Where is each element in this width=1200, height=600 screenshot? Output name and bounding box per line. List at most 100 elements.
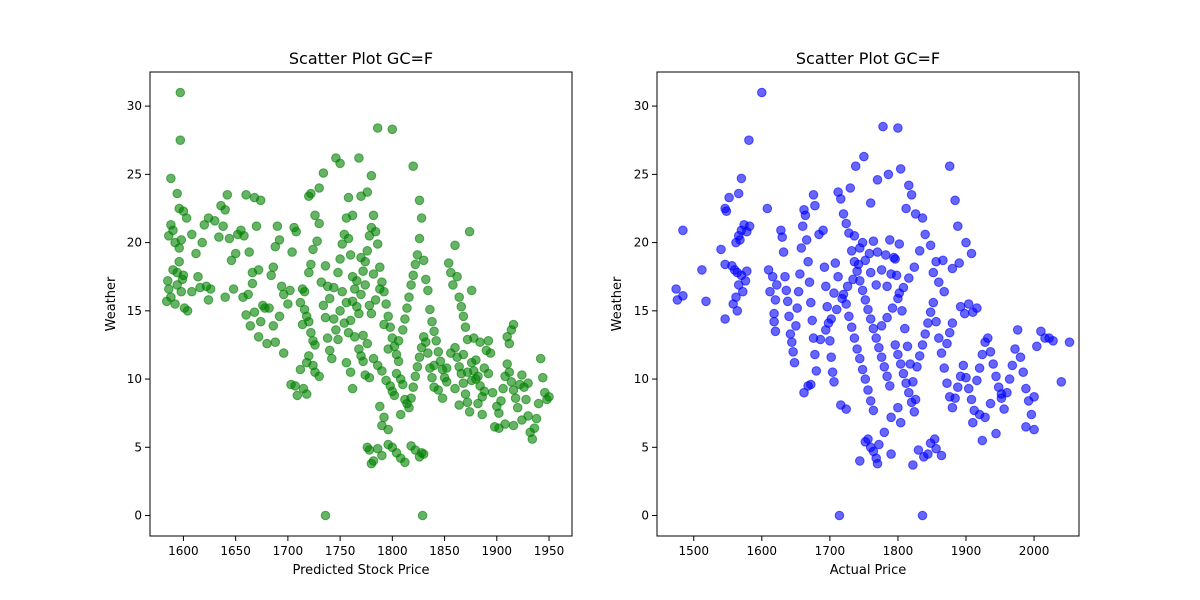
chart-left-point-169 bbox=[414, 195, 425, 206]
chart-right-point-33 bbox=[732, 306, 743, 316]
chart-right-ylabel: Weather bbox=[610, 276, 625, 331]
chart-right-point-266 bbox=[900, 323, 910, 334]
chart-right-point-7 bbox=[762, 203, 773, 214]
chart-left-point-319 bbox=[370, 295, 381, 305]
chart-left-point-214 bbox=[410, 259, 421, 270]
chart-left-point-152 bbox=[381, 299, 391, 309]
chart-right-ytick-label-25: 25 bbox=[634, 167, 649, 181]
chart-right-point-172 bbox=[904, 387, 914, 398]
chart-left-point-34 bbox=[187, 286, 197, 297]
chart-left-point-213 bbox=[408, 270, 419, 281]
chart-left-point-30 bbox=[197, 237, 207, 248]
chart-right-point-213 bbox=[1015, 352, 1026, 363]
chart-left-point-203 bbox=[423, 348, 433, 358]
chart-left-point-172 bbox=[347, 383, 358, 394]
chart-left-point-28 bbox=[191, 248, 201, 259]
chart-left-point-161 bbox=[347, 210, 358, 221]
chart-right-point-163 bbox=[931, 443, 941, 454]
chart-right-point-281 bbox=[826, 314, 837, 324]
chart-left-points bbox=[161, 87, 554, 521]
chart-left-ytick-label-25: 25 bbox=[127, 167, 142, 181]
chart-right-point-277 bbox=[848, 274, 858, 285]
chart-right-point-45 bbox=[778, 247, 789, 257]
chart-right-point-254 bbox=[876, 321, 887, 331]
chart-right-point-234 bbox=[996, 389, 1007, 399]
chart-left-point-143 bbox=[362, 246, 373, 256]
chart-right-point-112 bbox=[883, 169, 894, 180]
chart-left-point-171 bbox=[345, 367, 356, 378]
chart-right-point-224 bbox=[1056, 377, 1067, 387]
chart-right-point-76 bbox=[818, 225, 828, 236]
chart-left-point-124 bbox=[320, 261, 331, 271]
chart-left-point-89 bbox=[292, 390, 303, 401]
chart-left-point-332 bbox=[329, 282, 339, 293]
chart-right-point-44 bbox=[777, 232, 788, 242]
chart-right-point-287 bbox=[886, 269, 896, 279]
chart-right-point-64 bbox=[804, 277, 815, 288]
chart-right-point-282 bbox=[821, 325, 831, 335]
chart-right-point-195 bbox=[966, 394, 977, 405]
chart-right-point-36 bbox=[767, 271, 778, 282]
chart-left-point-1 bbox=[175, 135, 186, 145]
chart-left-point-328 bbox=[356, 252, 366, 263]
chart-right-point-156 bbox=[886, 449, 896, 459]
chart-right-point-84 bbox=[829, 377, 839, 387]
chart-right-point-212 bbox=[1012, 325, 1023, 335]
chart-left-point-216 bbox=[414, 233, 425, 244]
chart-left-ticks: 1600 1650 1700 1750 1800 1850 1900 1950 0 5 10 15 20… bbox=[127, 99, 565, 558]
chart-left-point-149 bbox=[375, 262, 385, 273]
chart-left-point-193 bbox=[383, 424, 394, 435]
chart-left-point-345 bbox=[450, 383, 460, 394]
chart-right-point-139 bbox=[863, 385, 873, 395]
chart-right-point-264 bbox=[894, 288, 905, 298]
chart-right-point-211 bbox=[1010, 344, 1020, 354]
chart-left-point-347 bbox=[458, 349, 469, 360]
chart-right-point-273 bbox=[868, 236, 879, 246]
chart-right-point-169 bbox=[895, 359, 906, 369]
chart-left-point-86 bbox=[291, 226, 302, 237]
chart-left-point-127 bbox=[329, 314, 339, 324]
chart-right-point-194 bbox=[963, 383, 974, 394]
chart-left-point-335 bbox=[341, 297, 352, 308]
chart-left-point-225 bbox=[433, 347, 444, 357]
chart-left-point-80 bbox=[274, 311, 285, 322]
chart-right-point-79 bbox=[822, 301, 833, 312]
chart-left-point-355 bbox=[477, 409, 488, 420]
chart-left-point-284 bbox=[527, 434, 538, 444]
chart-right-point-101 bbox=[874, 342, 884, 353]
chart-left-point-229 bbox=[441, 377, 452, 387]
chart-right-point-144 bbox=[855, 456, 865, 466]
chart-left-point-349 bbox=[466, 357, 477, 368]
chart-left-point-344 bbox=[446, 348, 456, 358]
chart-left-point-323 bbox=[335, 306, 345, 316]
chart-right-point-63 bbox=[803, 256, 813, 267]
chart-right-point-49 bbox=[784, 311, 794, 322]
chart-left-point-97 bbox=[318, 168, 329, 178]
chart-right-point-223 bbox=[1048, 336, 1058, 346]
chart-right-point-157 bbox=[908, 460, 918, 470]
chart-right-point-58 bbox=[796, 243, 807, 253]
chart-left-point-67 bbox=[255, 316, 266, 327]
chart-right-point-177 bbox=[917, 340, 928, 350]
chart-left-point-241 bbox=[466, 285, 477, 296]
chart-right-point-242 bbox=[942, 338, 952, 349]
chart-left-point-208 bbox=[398, 325, 408, 335]
chart-left-point-131 bbox=[337, 239, 348, 249]
chart-left-point-64 bbox=[249, 307, 260, 318]
chart-right-point-151 bbox=[874, 439, 884, 450]
chart-right-point-244 bbox=[934, 277, 944, 288]
chart-left-point-184 bbox=[393, 356, 404, 367]
chart-left-point-236 bbox=[456, 301, 467, 312]
chart-right-ytick-label-20: 20 bbox=[634, 236, 649, 250]
chart-left-point-73 bbox=[270, 241, 281, 252]
chart-right-point-256 bbox=[865, 267, 876, 278]
chart-right-point-46 bbox=[780, 271, 790, 282]
chart-left-point-35 bbox=[195, 282, 205, 293]
chart-left-point-346 bbox=[454, 400, 465, 410]
chart-left-point-141 bbox=[358, 266, 368, 277]
chart-right-point-170 bbox=[898, 368, 909, 379]
chart-right-points bbox=[671, 87, 1075, 521]
chart-right-point-30 bbox=[701, 296, 711, 307]
chart-left-xtick-label-1650: 1650 bbox=[220, 544, 251, 558]
chart-left-point-139 bbox=[354, 308, 364, 319]
